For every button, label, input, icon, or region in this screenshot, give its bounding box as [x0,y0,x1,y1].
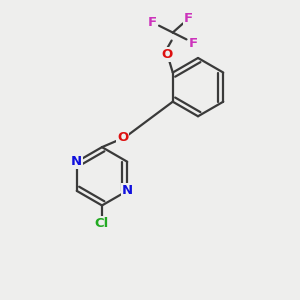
Text: O: O [117,131,128,145]
Text: F: F [148,16,157,29]
Text: N: N [122,184,133,197]
Text: Cl: Cl [95,217,109,230]
Text: F: F [189,38,198,50]
Text: O: O [161,48,173,61]
Text: F: F [184,12,193,25]
Text: N: N [71,155,82,168]
